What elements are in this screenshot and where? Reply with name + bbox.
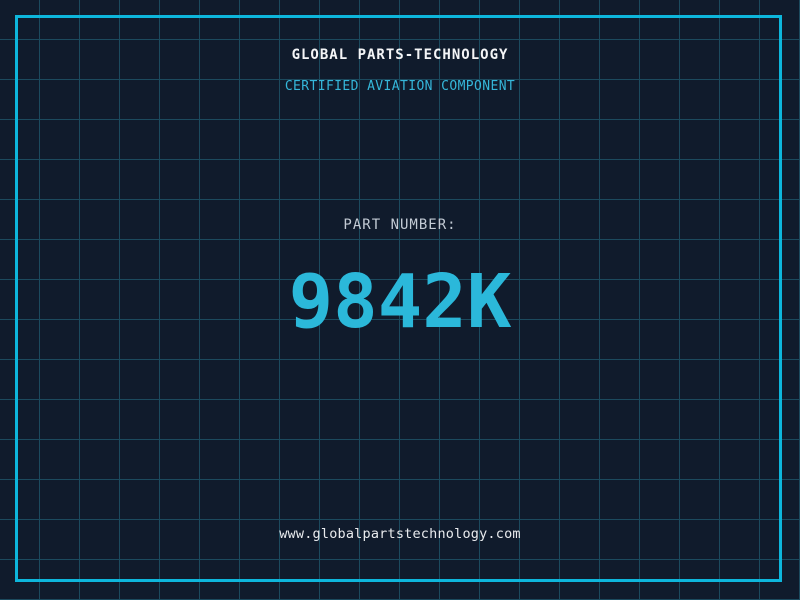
part-number-label: PART NUMBER: (343, 217, 457, 233)
website-url: www.globalpartstechnology.com (279, 526, 521, 542)
part-number-value: 9842K (288, 259, 512, 345)
company-title: GLOBAL PARTS-TECHNOLOGY (291, 47, 509, 63)
certification-subtitle: CERTIFIED AVIATION COMPONENT (284, 79, 516, 94)
